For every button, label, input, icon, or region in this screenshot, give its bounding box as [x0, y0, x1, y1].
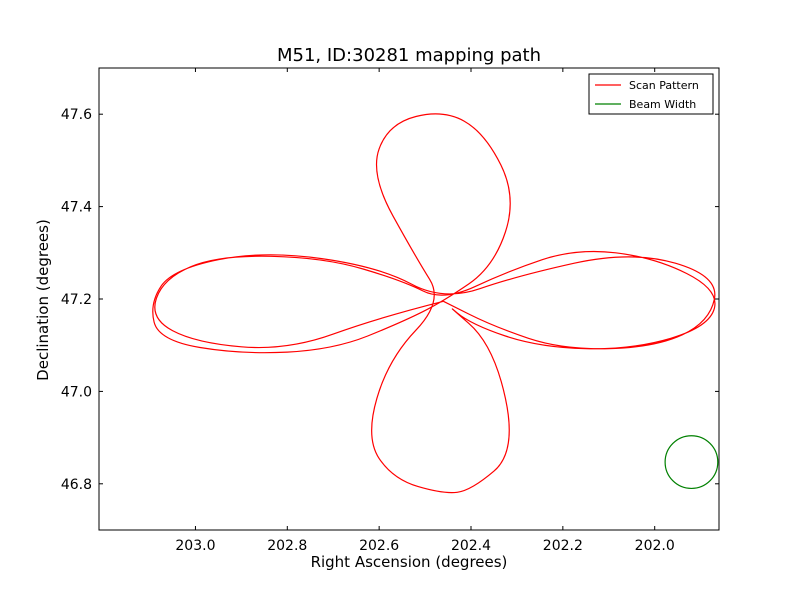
legend-box [588, 73, 714, 115]
y-tick-label: 47.0 [61, 384, 92, 400]
plot-area: 203.0 202.8 202.6 202.4 202.2 202.0 46.8 47.0 47… [61, 67, 720, 554]
scan-pattern-line [152, 113, 716, 494]
x-tick-label: 202.2 [543, 538, 583, 554]
data-layer [152, 113, 719, 494]
legend: Scan Pattern Beam Width [588, 73, 714, 115]
y-tick-label: 47.6 [61, 107, 92, 123]
x-tick-label: 202.8 [267, 538, 307, 554]
legend-label: Beam Width [629, 98, 696, 111]
chart-title: M51, ID:30281 mapping path [277, 45, 541, 66]
beam-width-circle [664, 435, 719, 490]
legend-label: Scan Pattern [629, 79, 699, 92]
y-axis-label: Declination (degrees) [34, 219, 52, 381]
y-tick-label: 47.4 [61, 200, 92, 216]
x-tick-label: 203.0 [175, 538, 215, 554]
y-tick-label: 46.8 [61, 477, 92, 493]
x-tick-label: 202.0 [635, 538, 675, 554]
y-tick-label: 47.2 [61, 292, 92, 308]
x-tick-label: 202.4 [451, 538, 491, 554]
x-tick-label: 202.6 [359, 538, 399, 554]
x-axis-label: Right Ascension (degrees) [311, 553, 508, 571]
